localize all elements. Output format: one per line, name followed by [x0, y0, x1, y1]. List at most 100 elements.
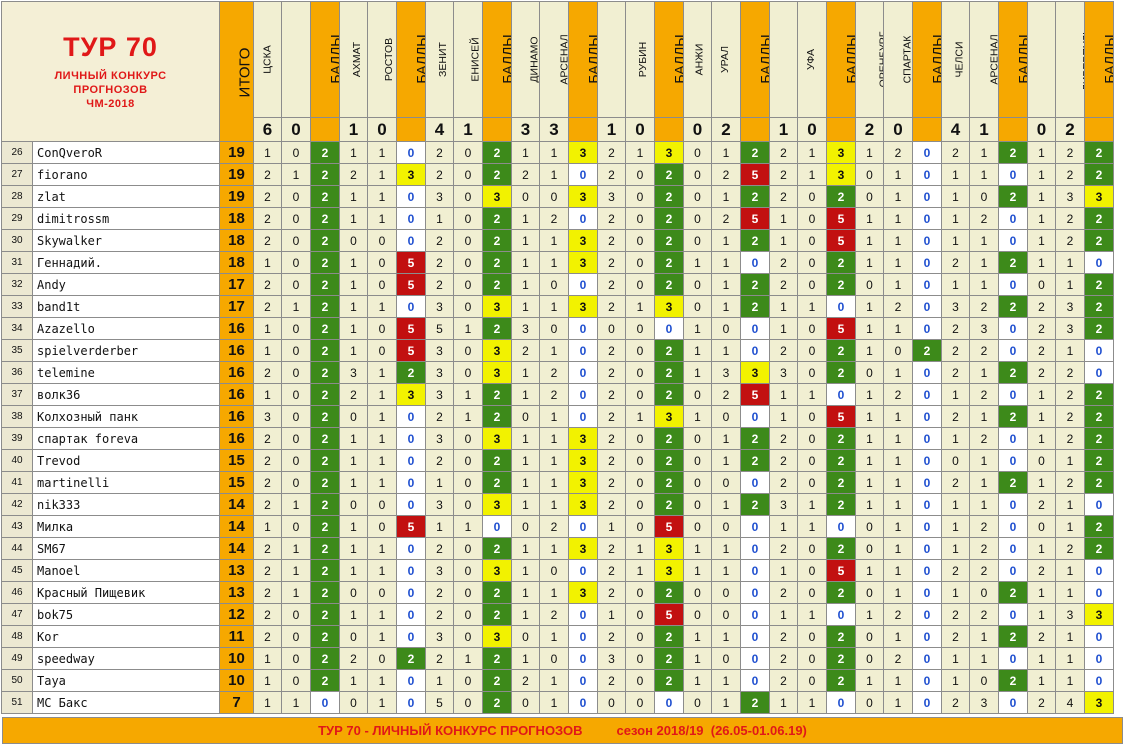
- prediction-away: 1: [969, 361, 999, 384]
- prediction-away: 0: [281, 449, 311, 472]
- table-row: 28 zlat 19 2 0 2 1 1 0 3 0 3 0 0 3 3 0 2 0 1 2 2 0 2 0 1 0 1 0 2 1 3 3: [1, 185, 1114, 208]
- prediction-away: 1: [625, 141, 655, 164]
- prediction-away: 0: [797, 559, 827, 582]
- prediction-home: 1: [683, 669, 712, 692]
- balli-cell: 0: [1084, 559, 1114, 582]
- balli-cell: 0: [998, 427, 1028, 450]
- total-points: 18: [219, 251, 254, 274]
- team-home-header: ЦСКА: [253, 1, 282, 118]
- prediction-home: 1: [769, 295, 798, 318]
- prediction-away: 2: [1055, 537, 1085, 560]
- table-row: 43 Милка 14 1 0 2 1 0 5 1 1 0 0 2 0 1 0 5 0 0 0 1 1 0 0 1 0 1 2 0 0 1 2: [1, 515, 1114, 538]
- prediction-away: 0: [281, 317, 311, 340]
- prediction-away: 0: [797, 273, 827, 296]
- prediction-home: 2: [769, 449, 798, 472]
- prediction-home: 2: [597, 471, 626, 494]
- rank-cell: 28: [1, 185, 33, 208]
- balli-cell: 2: [482, 691, 512, 714]
- balli-cell: 5: [826, 317, 856, 340]
- prediction-home: 0: [855, 537, 884, 560]
- balli-cell: 2: [826, 581, 856, 604]
- prediction-away: 2: [711, 163, 741, 186]
- balli-header: БАЛЛЫ: [654, 1, 684, 118]
- prediction-home: 2: [597, 273, 626, 296]
- balli-header: БАЛЛЫ: [310, 1, 340, 118]
- balli-cell: 0: [740, 603, 770, 626]
- prediction-home: 1: [425, 207, 454, 230]
- prediction-away: 1: [1055, 559, 1085, 582]
- prediction-away: 1: [969, 647, 999, 670]
- prediction-away: 0: [367, 317, 397, 340]
- balli-cell: 2: [310, 581, 340, 604]
- table-row: 40 Trevod 15 2 0 2 1 1 0 2 0 2 1 1 3 2 0 2 0 1 2 2 0 2 1 1 0 0 1 0 0 1 2: [1, 449, 1114, 472]
- prediction-home: 3: [425, 361, 454, 384]
- prediction-away: 0: [453, 669, 483, 692]
- balli-cell: 0: [998, 273, 1028, 296]
- prediction-home: 2: [597, 559, 626, 582]
- balli-cell: 3: [568, 185, 598, 208]
- prediction-home: 1: [855, 603, 884, 626]
- balli-cell: 2: [482, 163, 512, 186]
- balli-cell: 2: [740, 449, 770, 472]
- prediction-home: 1: [511, 229, 540, 252]
- prediction-away: 1: [969, 229, 999, 252]
- prediction-away: 1: [539, 427, 569, 450]
- prediction-home: 2: [425, 163, 454, 186]
- rank-cell: 49: [1, 647, 33, 670]
- prediction-away: 2: [883, 141, 913, 164]
- balli-cell: 3: [568, 427, 598, 450]
- prediction-away: 1: [539, 251, 569, 274]
- balli-cell: 2: [310, 405, 340, 428]
- prediction-away: 0: [711, 603, 741, 626]
- prediction-away: 2: [969, 207, 999, 230]
- prediction-home: 2: [597, 383, 626, 406]
- prediction-home: 2: [1027, 559, 1056, 582]
- balli-cell: 5: [826, 229, 856, 252]
- prediction-away: 0: [453, 251, 483, 274]
- rank-cell: 33: [1, 295, 33, 318]
- prediction-away: 0: [281, 229, 311, 252]
- prediction-away: 1: [969, 493, 999, 516]
- prediction-home: 1: [339, 295, 368, 318]
- prediction-home: 1: [769, 207, 798, 230]
- balli-label: БАЛЛЫ: [843, 34, 856, 84]
- team-home-name: ДИНАМО: [528, 36, 540, 83]
- actual-score-away: 0: [625, 117, 655, 142]
- balli-cell: 3: [568, 537, 598, 560]
- balli-cell: 5: [826, 207, 856, 230]
- prediction-away: 2: [1055, 229, 1085, 252]
- prediction-away: 1: [539, 669, 569, 692]
- total-points: 19: [219, 185, 254, 208]
- prediction-away: 2: [539, 515, 569, 538]
- balli-cell: 0: [740, 515, 770, 538]
- prediction-away: 2: [883, 647, 913, 670]
- prediction-home: 2: [769, 647, 798, 670]
- prediction-away: 0: [625, 647, 655, 670]
- balli-cell: 2: [998, 471, 1028, 494]
- prediction-away: 1: [625, 559, 655, 582]
- balli-cell: 0: [912, 537, 942, 560]
- prediction-home: 2: [597, 493, 626, 516]
- prediction-home: 1: [511, 141, 540, 164]
- balli-header: БАЛЛЫ: [482, 1, 512, 118]
- balli-cell: 0: [826, 515, 856, 538]
- prediction-away: 0: [711, 515, 741, 538]
- actual-score-home: 4: [941, 117, 970, 142]
- balli-cell: 0: [912, 405, 942, 428]
- prediction-home: 1: [1027, 229, 1056, 252]
- participant-name: zlat: [32, 185, 220, 208]
- prediction-away: 0: [625, 207, 655, 230]
- balli-cell: 2: [826, 339, 856, 362]
- prediction-home: 1: [1027, 581, 1056, 604]
- prediction-away: 0: [711, 405, 741, 428]
- team-away-name: СПАРТАК: [901, 35, 913, 84]
- actual-score-away: 0: [281, 117, 311, 142]
- balli-cell: 2: [482, 471, 512, 494]
- prediction-home: 1: [941, 185, 970, 208]
- prediction-away: 1: [1055, 515, 1085, 538]
- total-points: 10: [219, 669, 254, 692]
- balli-cell: 5: [740, 163, 770, 186]
- prediction-home: 2: [425, 229, 454, 252]
- balli-header: БАЛЛЫ: [1084, 1, 1114, 118]
- prediction-home: 0: [683, 185, 712, 208]
